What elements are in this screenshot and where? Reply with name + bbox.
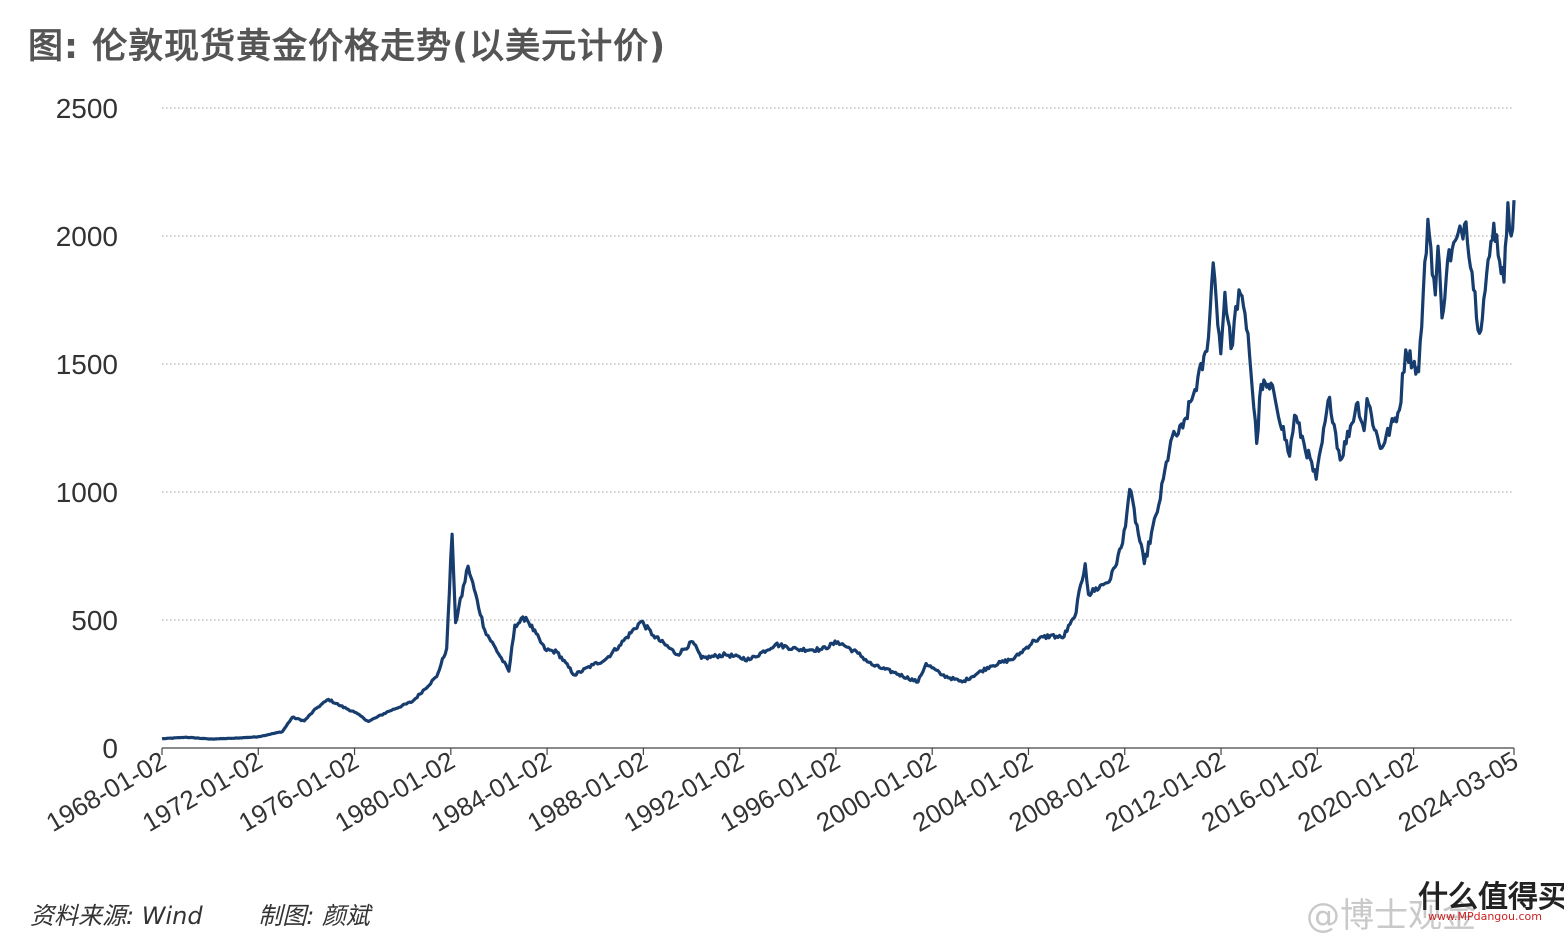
brand-name: 什么值得买购 (1418, 880, 1564, 915)
series (161, 200, 1516, 741)
y-tick-label: 1000 (56, 477, 118, 508)
source-note: 资料来源: Wind (30, 902, 203, 930)
x-axis: 1968-01-021972-01-021976-01-021980-01-02… (41, 745, 1523, 837)
watermark-brand: 什么值得买购 www.MPdangou.com (1418, 872, 1564, 926)
author-note: 制图: 颜斌 (258, 902, 370, 930)
y-tick-label: 1500 (56, 349, 118, 380)
chart-title: 图: 伦敦现货黄金价格走势(以美元计价) (28, 27, 667, 67)
y-axis: 0 500 1000 1500 2000 2500 (56, 93, 118, 764)
y-tick-label: 2000 (56, 221, 118, 252)
y-tick-label: 500 (71, 605, 118, 636)
footer: 资料来源: Wind 制图: 颜斌 (30, 896, 418, 931)
brand-url: www.MPdangou.com (1428, 910, 1542, 923)
gold-price-line (161, 200, 1516, 741)
y-tick-label: 2500 (56, 93, 118, 124)
y-tick-label: 0 (102, 733, 118, 764)
gridlines (162, 107, 1514, 621)
watermark-handle: @博士观金 (1306, 896, 1476, 936)
